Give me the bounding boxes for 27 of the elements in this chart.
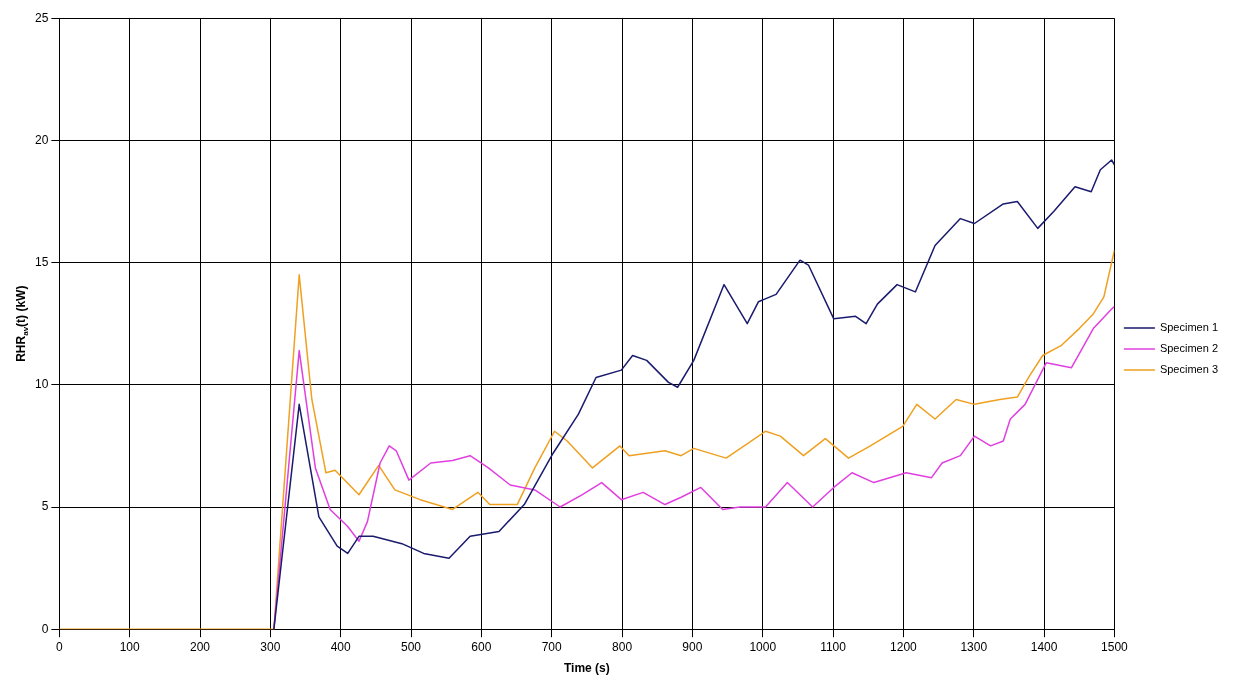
- x-tick-label: 600: [471, 639, 492, 654]
- y-tick-label: 10: [34, 377, 49, 392]
- x-tick-label: 1400: [1030, 639, 1058, 654]
- x-axis-title: Time (s): [563, 661, 610, 676]
- y-tick-label: 15: [34, 254, 49, 269]
- x-tick-label: 1300: [960, 639, 988, 654]
- x-tick-label: 800: [612, 639, 633, 654]
- x-tick-label: 1500: [1101, 639, 1129, 654]
- legend-label: Specimen 1: [1159, 321, 1219, 334]
- x-tick-label: 900: [682, 639, 703, 654]
- x-tick-label: 400: [330, 639, 352, 654]
- x-tick-label: 200: [190, 639, 211, 654]
- x-tick-label: 1200: [890, 639, 918, 654]
- y-tick-label: 5: [41, 499, 49, 514]
- legend-label: Specimen 2: [1159, 342, 1219, 355]
- x-tick-label: 1000: [749, 639, 777, 654]
- x-tick-label: 500: [401, 639, 422, 654]
- x-tick-label: 0: [56, 639, 63, 654]
- x-tick-label: 700: [541, 639, 563, 654]
- x-tick-label: 100: [119, 639, 141, 654]
- legend-label: Specimen 3: [1159, 363, 1219, 376]
- x-tick-label: 1100: [820, 639, 847, 654]
- y-tick-label: 25: [34, 10, 49, 25]
- y-tick-label: 0: [41, 621, 49, 636]
- y-tick-label: 20: [34, 132, 49, 147]
- y-axis-title: RHRav(t) (kW): [14, 285, 31, 362]
- x-tick-label: 300: [260, 639, 281, 654]
